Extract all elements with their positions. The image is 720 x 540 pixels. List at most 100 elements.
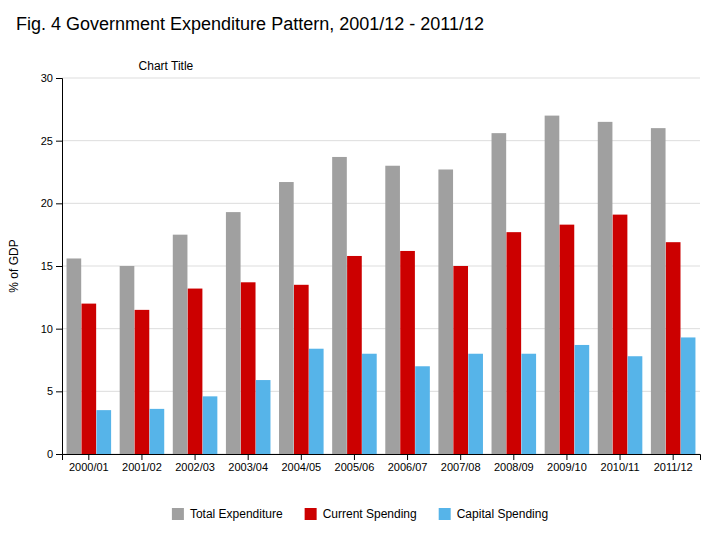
y-tick: 10 bbox=[41, 323, 62, 335]
tick-mark bbox=[56, 454, 62, 455]
y-tick: 5 bbox=[47, 385, 62, 397]
x-tick: 2006/07 bbox=[388, 454, 428, 473]
x-tick: 2009/10 bbox=[547, 454, 587, 473]
tick-label: 10 bbox=[41, 323, 53, 335]
bar bbox=[150, 409, 165, 454]
bar bbox=[613, 215, 628, 454]
tick-label: 2011/12 bbox=[654, 461, 693, 473]
tick-mark bbox=[620, 454, 621, 460]
bar bbox=[135, 310, 150, 454]
tick-mark bbox=[141, 454, 142, 460]
bar bbox=[453, 266, 468, 454]
y-tick: 0 bbox=[47, 448, 62, 460]
bar bbox=[492, 133, 507, 454]
tick-mark bbox=[195, 454, 196, 460]
tick-mark bbox=[301, 454, 302, 460]
tick-label: 20 bbox=[41, 197, 53, 209]
grid bbox=[62, 78, 700, 454]
legend-swatch bbox=[305, 508, 317, 520]
bar-series bbox=[67, 116, 666, 454]
axis-line bbox=[56, 79, 63, 455]
bar bbox=[545, 116, 560, 454]
tick-label: 2010/11 bbox=[601, 461, 640, 473]
x-tick: 2002/03 bbox=[175, 454, 215, 473]
x-tick: 2005/06 bbox=[335, 454, 375, 473]
chart: Fig. 4 Government Expenditure Pattern, 2… bbox=[0, 0, 720, 540]
bar bbox=[96, 410, 111, 454]
bar bbox=[294, 285, 309, 454]
tick-mark bbox=[248, 454, 249, 460]
bar bbox=[666, 242, 681, 454]
bar bbox=[521, 354, 536, 454]
tick-mark bbox=[56, 266, 62, 267]
tick-mark bbox=[56, 391, 62, 392]
tick-mark bbox=[566, 454, 567, 460]
bar bbox=[385, 166, 400, 454]
bar bbox=[279, 182, 294, 454]
bar bbox=[628, 356, 643, 454]
tick-mark bbox=[56, 329, 62, 330]
bar-series bbox=[82, 215, 681, 454]
tick-label: 0 bbox=[47, 448, 53, 460]
legend-swatch bbox=[439, 508, 451, 520]
legend-label: Current Spending bbox=[323, 507, 417, 521]
y-tick: 15 bbox=[41, 260, 62, 272]
bar bbox=[681, 337, 696, 454]
title: Fig. 4 Government Expenditure Pattern, 2… bbox=[16, 14, 484, 34]
bar bbox=[120, 266, 135, 454]
tick-mark bbox=[513, 454, 514, 460]
tick-mark bbox=[56, 203, 62, 204]
bar bbox=[173, 235, 188, 454]
tick-mark bbox=[88, 454, 89, 460]
bars bbox=[67, 116, 696, 454]
tick-mark bbox=[673, 454, 674, 460]
bar bbox=[651, 128, 666, 454]
bar bbox=[82, 304, 97, 454]
tick-label: 2009/10 bbox=[547, 461, 587, 473]
y-axis-label: % of GDP bbox=[7, 239, 21, 292]
bar bbox=[309, 349, 324, 454]
x-tick: 2003/04 bbox=[228, 454, 268, 473]
tick-label: 2001/02 bbox=[122, 461, 162, 473]
bar bbox=[203, 396, 218, 454]
x-tick: 2010/11 bbox=[601, 454, 640, 473]
bar bbox=[400, 251, 415, 454]
tick-mark bbox=[56, 141, 62, 142]
bar bbox=[188, 289, 203, 454]
tick-mark bbox=[460, 454, 461, 460]
bar bbox=[347, 256, 362, 454]
tick-label: 25 bbox=[41, 135, 53, 147]
bar bbox=[415, 366, 430, 454]
tick-label: 2000/01 bbox=[69, 461, 109, 473]
tick-label: 15 bbox=[41, 260, 53, 272]
y-tick: 30 bbox=[41, 72, 62, 84]
y-tick: 25 bbox=[41, 135, 62, 147]
x-tick: 2004/05 bbox=[281, 454, 321, 473]
tick-label: 2008/09 bbox=[494, 461, 534, 473]
tick-label: 2005/06 bbox=[335, 461, 375, 473]
bar bbox=[362, 354, 377, 454]
tick-mark bbox=[56, 78, 62, 79]
bar bbox=[256, 380, 271, 454]
bar bbox=[332, 157, 347, 454]
y-axis: 0 5 10 15 20 25 30 bbox=[41, 72, 63, 460]
y-tick: 20 bbox=[41, 197, 62, 209]
bar bbox=[241, 282, 256, 454]
x-tick: 2001/02 bbox=[122, 454, 162, 473]
legend: Total Expenditure Current Spending Capital… bbox=[172, 507, 548, 521]
x-tick: 2008/09 bbox=[494, 454, 534, 473]
legend-swatch bbox=[172, 508, 184, 520]
legend-item: Current Spending bbox=[305, 507, 417, 521]
bar-series bbox=[96, 337, 695, 454]
legend-item: Capital Spending bbox=[439, 507, 548, 521]
legend-label: Total Expenditure bbox=[190, 507, 283, 521]
x-tick: 2007/08 bbox=[441, 454, 481, 473]
tick-label: 2007/08 bbox=[441, 461, 481, 473]
tick-label: 30 bbox=[41, 72, 53, 84]
bar bbox=[438, 169, 453, 454]
x-tick: 2000/01 bbox=[69, 454, 109, 473]
legend-item: Total Expenditure bbox=[172, 507, 283, 521]
bar bbox=[575, 345, 590, 454]
tick-label: 2006/07 bbox=[388, 461, 428, 473]
axis-line bbox=[63, 455, 701, 461]
